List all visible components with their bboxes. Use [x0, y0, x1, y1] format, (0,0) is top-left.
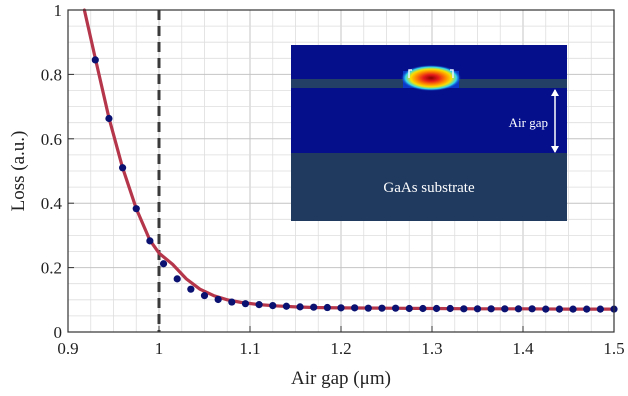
loss-data-point	[473, 305, 482, 313]
inset-left-bracket	[408, 69, 412, 78]
loss-markers-group	[91, 56, 618, 313]
loss-data-point	[228, 298, 236, 306]
x-tick-label: 1.3	[421, 339, 442, 358]
loss-data-point	[214, 295, 222, 304]
loss-data-point	[555, 305, 564, 313]
loss-data-point	[583, 305, 591, 313]
loss-data-point	[337, 304, 345, 312]
x-tick-label: 1.4	[512, 339, 534, 358]
x-tick-label: 0.9	[57, 339, 78, 358]
y-tick-label: 1	[54, 1, 63, 20]
loss-data-point	[119, 164, 127, 172]
loss-data-point	[351, 304, 359, 312]
loss-data-point	[392, 304, 400, 312]
y-tick-label: 0.6	[41, 130, 62, 149]
loss-data-point	[487, 305, 495, 313]
loss-data-point	[173, 275, 181, 283]
loss-data-point	[501, 305, 509, 313]
loss-data-point	[460, 305, 468, 313]
inset-substrate	[291, 153, 567, 221]
loss-data-point	[255, 301, 263, 309]
loss-data-point	[187, 285, 195, 293]
loss-data-point	[269, 301, 277, 310]
loss-data-point	[432, 304, 441, 313]
x-axis-label: Air gap (μm)	[291, 368, 391, 389]
inset-substrate-label: GaAs substrate	[383, 180, 475, 196]
loss-data-point	[596, 305, 604, 313]
y-axis-label: Loss (a.u.)	[8, 131, 29, 212]
loss-data-point	[514, 305, 523, 313]
loss-data-point	[91, 56, 99, 64]
y-tick-label: 0	[54, 323, 63, 342]
plot-frame	[67, 9, 615, 333]
inset-optical-mode	[401, 65, 461, 91]
loss-data-point	[132, 205, 140, 213]
loss-data-point	[241, 300, 250, 308]
loss-data-point	[323, 303, 331, 312]
x-tick-label: 1.1	[239, 339, 260, 358]
loss-data-point	[159, 260, 168, 268]
inset-right-bracket	[450, 69, 454, 78]
loss-data-point	[200, 292, 209, 300]
loss-data-point	[528, 305, 536, 313]
y-axis-ticks: 0 0.2 0.4 0.6 0.8 1	[41, 1, 74, 342]
loss-data-point	[569, 305, 577, 313]
loss-data-point	[446, 304, 454, 313]
loss-data-point	[405, 304, 413, 313]
inset-gap-label: Air gap	[509, 115, 548, 130]
x-tick-label: 1.2	[330, 339, 351, 358]
loss-data-point	[542, 305, 550, 313]
y-tick-label: 0.2	[41, 259, 62, 278]
inset-mode-simulation: Air gap GaAs substrate	[291, 45, 567, 221]
loss-data-point	[296, 303, 304, 311]
x-tick-label: 1.5	[603, 339, 624, 358]
loss-data-point	[364, 304, 372, 312]
loss-data-point	[105, 114, 113, 123]
loss-data-point	[146, 237, 154, 245]
loss-data-point	[282, 302, 290, 310]
inset-gap-arrow-top	[551, 89, 559, 96]
x-tick-label: 1	[155, 339, 164, 358]
x-axis-ticks: 0.9 1 1.1 1.2 1.3 1.4 1.5	[57, 326, 625, 358]
loss-data-point	[419, 304, 427, 313]
y-tick-label: 0.4	[41, 194, 63, 213]
y-tick-label: 0.8	[41, 65, 62, 84]
loss-data-point	[310, 303, 318, 311]
inset-gap-arrow-bottom	[551, 146, 559, 153]
loss-data-point	[378, 304, 386, 312]
